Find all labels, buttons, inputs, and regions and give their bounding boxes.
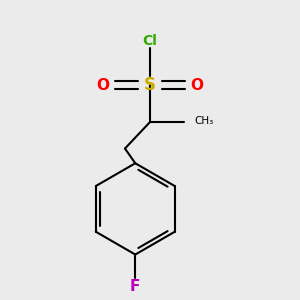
Text: O: O bbox=[96, 78, 110, 93]
Text: O: O bbox=[190, 78, 204, 93]
Text: S: S bbox=[144, 76, 156, 94]
Text: Cl: Cl bbox=[142, 34, 158, 48]
Text: F: F bbox=[130, 279, 140, 294]
Text: CH₃: CH₃ bbox=[194, 116, 213, 126]
